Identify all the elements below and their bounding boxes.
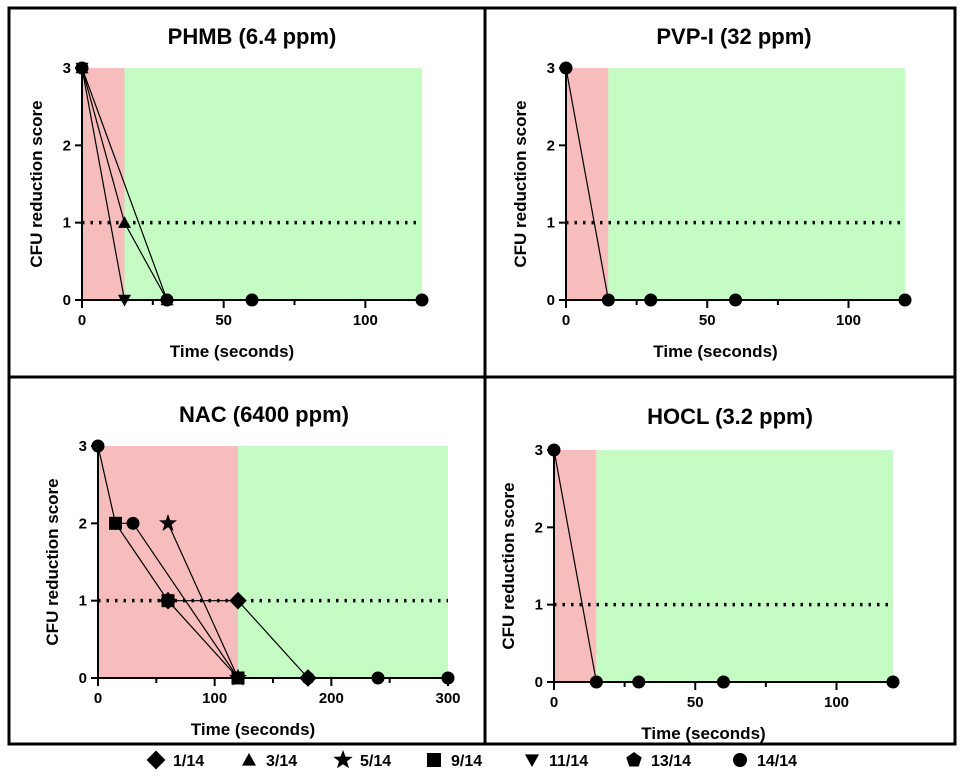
data-point-square [109, 516, 122, 530]
y-tick-label: 0 [547, 292, 555, 309]
data-point-circle [559, 61, 573, 75]
data-point-circle [91, 439, 105, 453]
y-tick-label: 1 [63, 215, 71, 232]
pass-region [608, 68, 905, 300]
x-tick-label: 0 [562, 312, 570, 329]
chart-panel-3: 0 1 2 3 0 50 100 HOCL (3.2 ppm) Time (seconds) CF… [499, 404, 900, 743]
y-axis-label: CFU reduction score [43, 478, 62, 645]
chart-title: NAC (6400 ppm) [179, 402, 349, 427]
legend-label: 9/14 [451, 753, 482, 770]
y-tick-label: 2 [63, 137, 71, 154]
data-point-circle [415, 293, 429, 307]
x-tick-label: 100 [202, 690, 227, 707]
chart-panel-2: 0 1 2 3 0 100 200 300 NAC (6400 ppm) Time (second… [43, 402, 461, 739]
y-axis-label: CFU reduction score [499, 482, 518, 649]
legend-marker-square [427, 753, 441, 767]
legend-label: 14/14 [757, 753, 797, 770]
pass-region [596, 450, 893, 682]
data-point-triangle-down [75, 62, 89, 75]
x-axis-label: Time (seconds) [191, 720, 315, 739]
y-tick-label: 2 [79, 515, 87, 532]
x-tick-label: 300 [435, 690, 460, 707]
data-point-circle [589, 675, 603, 689]
x-tick-label: 100 [836, 312, 861, 329]
data-point-circle [547, 443, 561, 457]
series-line-circle [81, 67, 422, 301]
y-tick-label: 2 [547, 137, 555, 154]
series-line-triangle-down [81, 67, 126, 301]
x-tick-label: 50 [699, 312, 716, 329]
y-tick-label: 0 [79, 670, 87, 687]
data-point-diamond [159, 591, 177, 610]
x-tick-label: 100 [824, 694, 849, 711]
x-tick-label: 0 [550, 694, 558, 711]
legend-marker-diamond [146, 750, 166, 770]
data-point-circle [898, 293, 912, 307]
data-point-circle [126, 516, 140, 530]
data-point-star [159, 513, 177, 531]
legend-label: 5/14 [360, 753, 391, 770]
data-point-triangle-down [118, 294, 131, 307]
legend: 1/14 3/14 5/14 9/14 11/14 13/14 14/14 [146, 749, 797, 770]
data-point-diamond [299, 669, 317, 687]
data-point-circle [717, 675, 730, 689]
chart-panel-0: 0 1 2 3 0 50 100 PHMB (6.4 ppm) Time (seconds) CF… [27, 24, 429, 361]
y-tick-label: 3 [547, 60, 555, 77]
legend-label: 13/14 [651, 753, 691, 770]
data-point-circle [644, 293, 658, 307]
data-point-circle [601, 293, 615, 307]
y-tick-label: 3 [79, 438, 87, 455]
y-tick-label: 3 [535, 442, 543, 459]
x-tick-label: 0 [94, 690, 102, 707]
x-axis-label: Time (seconds) [653, 342, 777, 361]
panel-frame-hocl [483, 375, 957, 746]
data-point-triangle-up [160, 293, 174, 306]
y-tick-label: 1 [79, 593, 87, 610]
legend-label: 11/14 [549, 753, 588, 770]
x-tick-label: 200 [319, 690, 344, 707]
x-tick-label: 50 [215, 312, 232, 329]
x-axis-label: Time (seconds) [170, 342, 294, 361]
x-tick-label: 100 [353, 312, 378, 329]
pass-region [238, 446, 448, 678]
y-tick-label: 1 [535, 597, 543, 614]
chart-title: PVP-I (32 ppm) [656, 24, 811, 49]
data-point-circle [371, 671, 385, 685]
chart-title: HOCL (3.2 ppm) [647, 404, 813, 429]
legend-label: 3/14 [266, 753, 297, 770]
data-point-triangle-up [118, 216, 131, 228]
chart-title: PHMB (6.4 ppm) [168, 24, 337, 49]
x-axis-label: Time (seconds) [641, 724, 765, 743]
legend-marker-star [333, 749, 353, 769]
legend-label: 1/14 [173, 753, 204, 770]
data-point-diamond [229, 591, 247, 610]
panel-frames [7, 6, 957, 746]
y-tick-label: 1 [547, 215, 555, 232]
y-axis-label: CFU reduction score [511, 100, 530, 267]
data-point-circle [632, 675, 646, 689]
x-tick-label: 50 [687, 694, 704, 711]
legend-marker-pentagon [626, 752, 642, 767]
data-point-circle [729, 293, 742, 307]
y-tick-label: 3 [63, 60, 71, 77]
x-tick-label: 0 [78, 312, 86, 329]
data-point-circle [886, 675, 900, 689]
data-point-circle [441, 671, 455, 685]
fail-region [98, 446, 238, 678]
data-point-pentagon [230, 670, 246, 684]
pass-region [124, 68, 422, 300]
legend-marker-circle [733, 753, 747, 767]
y-tick-label: 2 [535, 519, 543, 536]
y-tick-label: 0 [535, 674, 543, 691]
y-axis-label: CFU reduction score [27, 100, 46, 267]
legend-marker-triangle-down [525, 754, 539, 767]
chart-panel-1: 0 1 2 3 0 50 100 PVP-I (32 ppm) Time (seconds) CF… [511, 24, 912, 361]
data-point-circle [245, 293, 259, 307]
legend-marker-triangle-up [242, 753, 256, 766]
y-tick-label: 0 [63, 292, 71, 309]
